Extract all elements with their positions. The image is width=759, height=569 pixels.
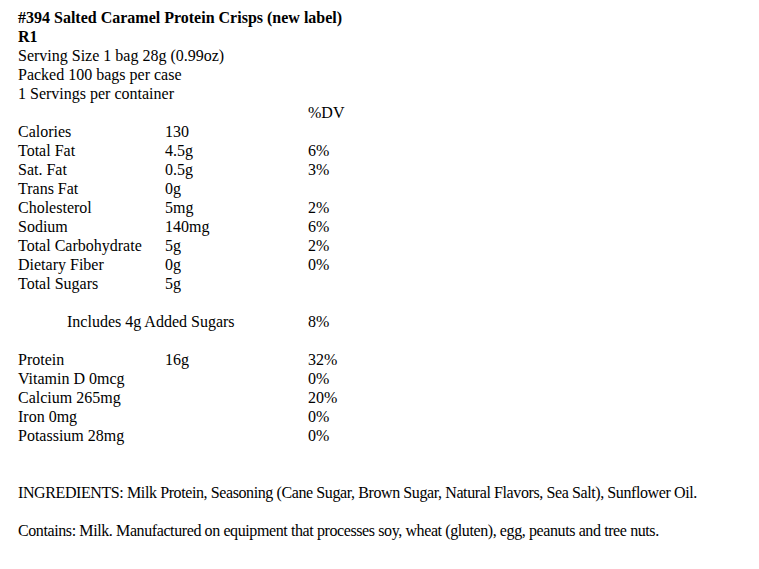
nutrient-amount: 140mg	[165, 217, 308, 236]
nutrient-label: Cholesterol	[18, 198, 165, 217]
dv-header-row: %DV	[18, 103, 747, 122]
nutrient-label: Iron 0mg	[18, 407, 165, 426]
nutrient-dv	[308, 274, 747, 293]
nutrient-dv: 3%	[308, 160, 747, 179]
nutrient-dv	[308, 179, 747, 198]
nutrient-amount: 5g	[165, 236, 308, 255]
nutrient-dv: 2%	[308, 236, 747, 255]
nutrition-row-total-carbohydrate: Total Carbohydrate 5g 2%	[18, 236, 747, 255]
nutrient-amount	[165, 369, 308, 388]
nutrient-amount: 130	[165, 122, 308, 141]
nutrient-dv: 0%	[308, 369, 747, 388]
nutrition-row-total-fat: Total Fat 4.5g 6%	[18, 141, 747, 160]
nutrient-amount	[165, 407, 308, 426]
dv-column-header: %DV	[308, 103, 747, 122]
nutrient-dv: 6%	[308, 217, 747, 236]
nutrient-dv: 2%	[308, 198, 747, 217]
nutrition-row-sodium: Sodium 140mg 6%	[18, 217, 747, 236]
nutrient-dv: 32%	[308, 350, 747, 369]
nutrient-amount	[165, 388, 308, 407]
nutrient-label: Potassium 28mg	[18, 426, 165, 445]
nutrient-dv	[308, 122, 747, 141]
nutrient-dv: 0%	[308, 407, 747, 426]
nutrition-row-vitamin-d: Vitamin D 0mcg 0%	[18, 369, 747, 388]
nutrient-label: Calories	[18, 122, 165, 141]
spec-sheet-document: #394 Salted Caramel Protein Crisps (new …	[0, 0, 759, 540]
servings-per-container-line: 1 Servings per container	[18, 84, 747, 103]
serving-size-line: Serving Size 1 bag 28g (0.99oz)	[18, 46, 747, 65]
nutrition-row-iron: Iron 0mg 0%	[18, 407, 747, 426]
nutrient-label: Vitamin D 0mcg	[18, 369, 165, 388]
nutrient-label: Sodium	[18, 217, 165, 236]
nutrient-dv: 20%	[308, 388, 747, 407]
nutrient-amount	[165, 426, 308, 445]
product-title: #394 Salted Caramel Protein Crisps (new …	[18, 8, 747, 27]
nutrient-label: Total Sugars	[18, 274, 165, 293]
nutrition-row-sat-fat: Sat. Fat 0.5g 3%	[18, 160, 747, 179]
nutrient-label: Total Fat	[18, 141, 165, 160]
packed-line: Packed 100 bags per case	[18, 65, 747, 84]
nutrient-amount: 5mg	[165, 198, 308, 217]
nutrient-amount: 5g	[165, 274, 308, 293]
nutrient-dv: 0%	[308, 426, 747, 445]
nutrition-row-dietary-fiber: Dietary Fiber 0g 0%	[18, 255, 747, 274]
nutrition-row-calories: Calories 130	[18, 122, 747, 141]
nutrient-label: Calcium 265mg	[18, 388, 165, 407]
nutrient-label: Protein	[18, 350, 165, 369]
nutrition-row-total-sugars: Total Sugars 5g	[18, 274, 747, 293]
nutrition-row-added-sugars: Includes 4g Added Sugars 8%	[18, 312, 747, 331]
nutrient-amount: 16g	[165, 350, 308, 369]
nutrient-label: Dietary Fiber	[18, 255, 165, 274]
nutrient-label: Includes 4g Added Sugars	[18, 312, 308, 331]
nutrition-row-cholesterol: Cholesterol 5mg 2%	[18, 198, 747, 217]
nutrition-row-protein: Protein 16g 32%	[18, 350, 747, 369]
nutrient-amount: 0g	[165, 179, 308, 198]
nutrient-dv: 8%	[308, 312, 747, 331]
revision-label: R1	[18, 27, 747, 46]
nutrition-row-trans-fat: Trans Fat 0g	[18, 179, 747, 198]
spacer	[165, 103, 308, 122]
nutrition-row-calcium: Calcium 265mg 20%	[18, 388, 747, 407]
nutrient-label: Total Carbohydrate	[18, 236, 165, 255]
allergen-statement: Contains: Milk. Manufactured on equipmen…	[18, 521, 747, 540]
ingredients-statement: INGREDIENTS: Milk Protein, Seasoning (Ca…	[18, 483, 747, 502]
nutrient-label: Sat. Fat	[18, 160, 165, 179]
nutrient-amount: 0.5g	[165, 160, 308, 179]
nutrition-row-potassium: Potassium 28mg 0%	[18, 426, 747, 445]
nutrient-dv: 6%	[308, 141, 747, 160]
nutrient-amount: 4.5g	[165, 141, 308, 160]
spacer	[18, 103, 165, 122]
nutrient-amount: 0g	[165, 255, 308, 274]
nutrient-label: Trans Fat	[18, 179, 165, 198]
nutrient-dv: 0%	[308, 255, 747, 274]
